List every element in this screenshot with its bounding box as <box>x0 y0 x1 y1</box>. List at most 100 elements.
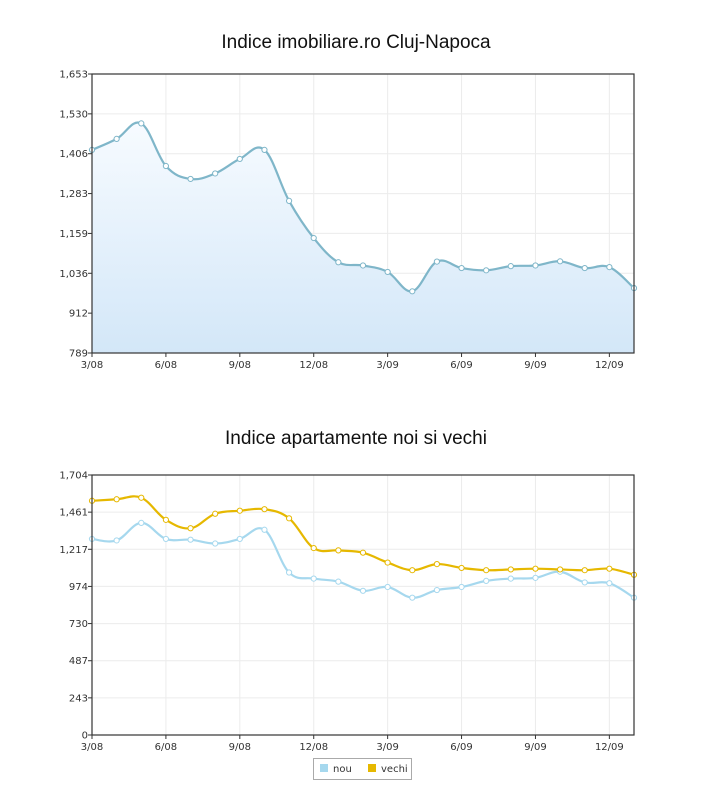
y-tick-label: 912 <box>69 309 88 320</box>
y-tick-label: 789 <box>69 349 88 360</box>
data-point <box>556 258 564 265</box>
data-point <box>236 155 243 163</box>
data-point <box>187 175 194 183</box>
data-point <box>335 578 342 585</box>
data-point <box>409 288 416 295</box>
data-point <box>581 579 588 586</box>
data-point <box>162 516 170 523</box>
data-point <box>212 540 219 547</box>
legend-item-nou[interactable]: nou <box>320 764 352 776</box>
y-tick-label: 1,653 <box>59 70 88 81</box>
data-point <box>236 535 243 543</box>
legend-label-vechi: vechi <box>381 764 408 775</box>
data-point <box>483 267 490 274</box>
data-point <box>359 587 367 594</box>
data-point <box>581 567 588 574</box>
data-point <box>113 135 120 143</box>
data-point <box>409 594 416 601</box>
y-tick-label: 730 <box>69 619 88 630</box>
data-point <box>285 197 293 205</box>
data-point <box>532 574 539 581</box>
area-fill <box>92 122 634 353</box>
data-point <box>532 262 539 269</box>
data-point <box>187 536 194 543</box>
y-tick-label: 1,406 <box>59 149 88 160</box>
data-point <box>285 569 293 576</box>
chart-1-title: Indice imobiliare.ro Cluj-Napoca <box>221 32 491 53</box>
y-tick-label: 1,217 <box>59 545 88 556</box>
data-point <box>162 162 170 170</box>
chart-2-title: Indice apartamente noi si vechi <box>225 428 487 449</box>
data-point <box>606 580 613 587</box>
data-point <box>285 515 293 522</box>
legend: nou vechi <box>313 758 412 780</box>
x-tick-label: 3/09 <box>376 742 398 753</box>
x-tick-label: 9/08 <box>229 360 251 371</box>
data-point <box>606 565 613 572</box>
data-point <box>433 561 441 568</box>
data-point <box>162 535 170 543</box>
data-point <box>556 566 564 573</box>
data-point <box>409 567 416 574</box>
data-point <box>384 559 391 566</box>
data-point <box>532 565 539 572</box>
x-tick-label: 12/09 <box>595 742 624 753</box>
x-tick-label: 6/08 <box>155 742 177 753</box>
y-tick-label: 0 <box>82 731 88 742</box>
x-tick-label: 12/08 <box>299 742 328 753</box>
data-point <box>606 264 613 271</box>
data-point <box>433 586 441 594</box>
data-point <box>310 234 317 242</box>
data-point <box>187 525 194 532</box>
x-tick-label: 3/09 <box>376 360 398 371</box>
series-line-vechi <box>91 495 635 576</box>
data-point <box>483 567 490 574</box>
x-tick-label: 3/08 <box>81 360 103 371</box>
data-point <box>507 575 514 582</box>
plot-frame <box>91 474 635 736</box>
legend-label-nou: nou <box>333 764 352 775</box>
data-point <box>212 170 219 177</box>
y-tick-label: 1,159 <box>59 229 88 240</box>
data-point <box>261 526 268 533</box>
legend-swatch-vechi <box>368 764 376 772</box>
x-tick-label: 3/08 <box>81 742 103 753</box>
y-tick-label: 1,283 <box>59 189 88 200</box>
data-point <box>138 519 145 527</box>
data-point <box>335 547 342 554</box>
data-point <box>335 259 342 266</box>
data-point <box>433 258 441 265</box>
data-point <box>359 549 367 556</box>
plot-frame <box>91 73 635 354</box>
data-point <box>310 544 317 552</box>
data-point <box>384 268 391 276</box>
x-tick-label: 6/09 <box>450 742 472 753</box>
chart-1-plot: 789 912 1,036 1,159 1,283 1,406 1,530 1,653 3/08… <box>59 70 638 371</box>
data-point <box>483 577 490 584</box>
data-point <box>384 583 391 591</box>
x-tick-label: 6/09 <box>450 360 472 371</box>
y-tick-label: 1,530 <box>59 109 88 120</box>
x-tick-label: 6/08 <box>155 360 177 371</box>
y-tick-label: 1,461 <box>59 508 88 519</box>
y-tick-label: 1,704 <box>59 471 88 482</box>
y-tick-label: 1,036 <box>59 269 88 280</box>
legend-swatch-nou <box>320 764 328 772</box>
x-tick-label: 9/09 <box>524 742 546 753</box>
data-point <box>138 120 145 127</box>
data-point <box>138 494 145 501</box>
data-point <box>113 496 120 503</box>
y-tick-label: 974 <box>69 582 88 593</box>
x-tick-label: 9/09 <box>524 360 546 371</box>
x-tick-label: 9/08 <box>229 742 251 753</box>
data-point <box>212 510 219 517</box>
data-point <box>458 264 465 272</box>
data-point <box>310 575 317 582</box>
data-point <box>113 537 120 544</box>
data-point <box>581 264 588 272</box>
data-point <box>236 507 243 514</box>
x-tick-label: 12/09 <box>595 360 624 371</box>
legend-item-vechi[interactable]: vechi <box>368 764 408 776</box>
data-point <box>458 564 465 572</box>
